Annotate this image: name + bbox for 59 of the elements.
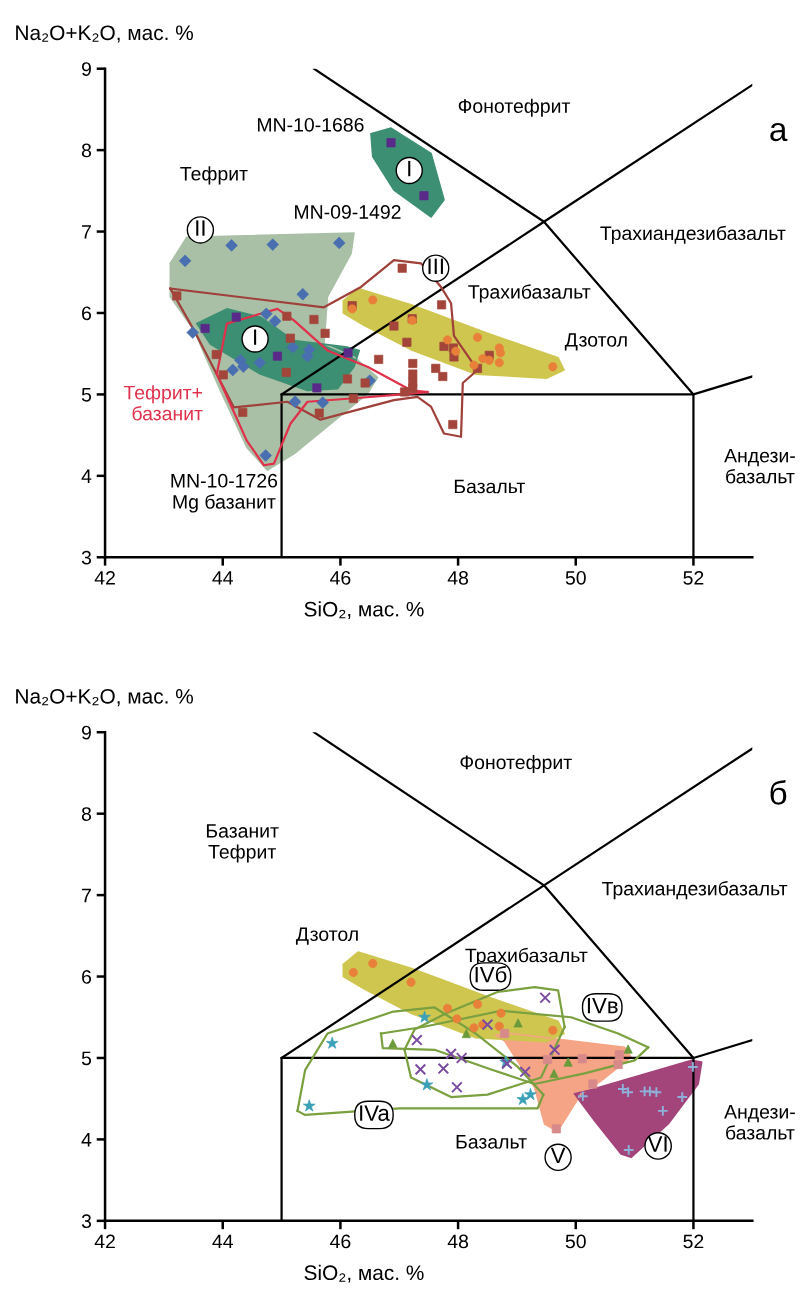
y-tick-label: 9 — [81, 62, 91, 76]
annotation: VI — [647, 1136, 667, 1152]
x-axis-title: SiO₂, мас. % — [304, 601, 424, 620]
x-tick-label: 52 — [683, 570, 704, 585]
annotation: IVб — [475, 965, 507, 983]
y-tick-label: 7 — [82, 888, 91, 903]
x-tick-label: 46 — [330, 570, 351, 585]
y-tick-label: 8 — [81, 143, 92, 158]
annotation: I — [254, 329, 257, 345]
annotation: I — [408, 160, 411, 177]
x-tick-label: 50 — [565, 1234, 586, 1249]
y-axis-title: Na₂O+K₂O, мас. % — [16, 688, 193, 707]
y-tick-label: 8 — [81, 807, 92, 821]
annotation: V — [550, 1147, 566, 1164]
text: б — [770, 779, 787, 805]
x-axis-title: SiO₂, мас. % — [304, 1264, 424, 1283]
y-tick-label: 4 — [81, 469, 92, 483]
annotation: Андези- базальт — [724, 1105, 795, 1140]
annotation: MN-09-1492 — [295, 205, 401, 219]
annotation: Трахибазальт — [465, 947, 588, 967]
x-tick-label: 48 — [447, 570, 469, 585]
annotation: III — [428, 258, 443, 274]
y-tick-label: 5 — [81, 388, 92, 402]
x-tick-label: 44 — [212, 571, 233, 585]
annotation: Трахиандезибазальт — [600, 225, 786, 244]
x-tick-label: 42 — [94, 570, 115, 585]
y-tick-label: 7 — [82, 225, 91, 239]
y-tick-label: 3 — [81, 1214, 92, 1229]
annotation: Дзотол — [295, 927, 358, 945]
series-label: Тефрит+ базанит — [123, 385, 203, 421]
x-tick-label: 50 — [565, 570, 586, 585]
annotation: Фонотефрит — [458, 98, 571, 117]
annotation: Базанит Тефрит — [206, 824, 279, 863]
annotation: Андези- базальт — [724, 448, 795, 484]
y-axis-title: Na₂O+K₂O, мас. % — [16, 25, 193, 43]
y-tick-label: 4 — [81, 1133, 92, 1147]
annotation: IVв — [587, 997, 618, 1014]
x-tick-label: 44 — [212, 1234, 233, 1249]
x-tick-label: 46 — [330, 1234, 351, 1249]
annotation: Дзотол — [564, 333, 627, 351]
annotation: II — [196, 220, 205, 236]
y-tick-label: 9 — [81, 725, 91, 740]
text: а — [770, 122, 788, 142]
annotation: MN-10-1686 — [257, 117, 364, 132]
annotation: MN-10-1726 Mg базанит — [171, 473, 278, 513]
y-tick-label: 3 — [81, 550, 92, 565]
annotation: Фонотефрит — [460, 754, 572, 774]
y-tick-label: 6 — [82, 306, 92, 321]
x-tick-label: 52 — [683, 1234, 704, 1249]
annotation: Тефрит — [180, 166, 248, 185]
annotation: IVa — [360, 1105, 390, 1121]
y-tick-label: 6 — [82, 970, 92, 984]
y-tick-label: 5 — [81, 1051, 92, 1066]
x-tick-label: 48 — [447, 1234, 469, 1249]
annotation: Базальт — [456, 1135, 527, 1149]
annotation: Трахиандезибазальт — [602, 881, 788, 900]
x-tick-label: 42 — [94, 1234, 115, 1249]
annotation: Трахибазальт — [468, 284, 591, 303]
annotation: Базальт — [454, 479, 525, 494]
